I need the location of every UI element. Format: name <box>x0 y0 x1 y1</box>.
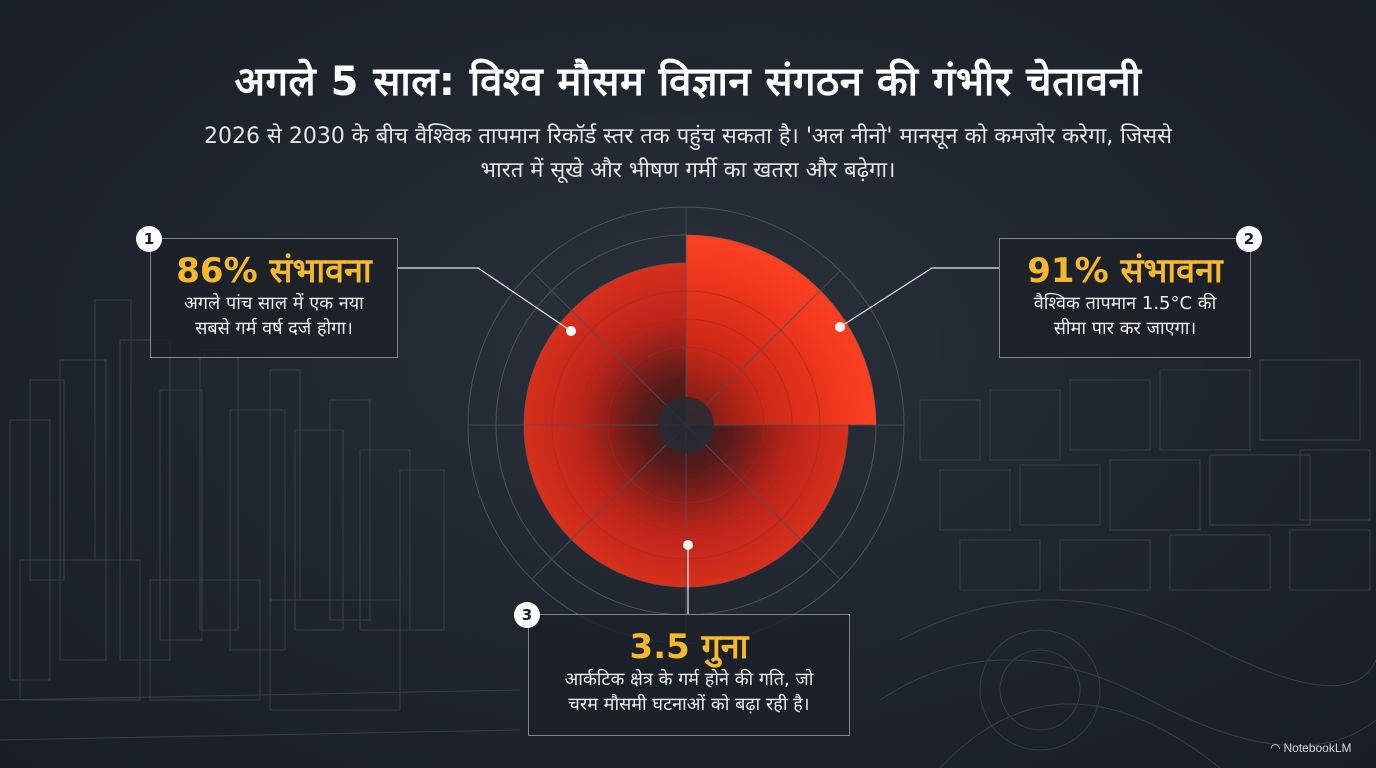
brand-watermark: ◠ NotebookLM <box>1270 741 1352 755</box>
callout-3-desc-line1: आर्कटिक क्षेत्र के गर्म होने की गति, जो <box>564 669 814 690</box>
callout-1-desc-line2: सबसे गर्म वर्ष दर्ज होगा। <box>195 318 353 339</box>
callout-2: 91% संभावना वैश्विक तापमान 1.5°C की सीमा… <box>999 238 1251 358</box>
callout-1-number-badge: 1 <box>136 226 162 252</box>
callout-1-desc-line1: अगले पांच साल में एक नया <box>184 293 364 314</box>
callout-3: 3.5 गुना आर्कटिक क्षेत्र के गर्म होने की… <box>528 614 850 736</box>
callout-3-number-badge: 3 <box>514 602 540 628</box>
radar-graphic <box>467 206 905 644</box>
page-subtitle: 2026 से 2030 के बीच वैश्विक तापमान रिकॉर… <box>203 124 1172 183</box>
page-title: अगले 5 साल: विश्व मौसम विज्ञान संगठन की … <box>234 59 1142 105</box>
callout-2-number-badge: 2 <box>1236 226 1262 252</box>
callout-3-value: 3.5 गुना <box>629 627 749 667</box>
notebooklm-logo-icon: ◠ <box>1270 741 1281 755</box>
callout-1-value: 86% संभावना <box>176 251 372 291</box>
callout-2-desc-line1: वैश्विक तापमान 1.5°C की <box>1033 293 1217 314</box>
callout-3-desc-line2: चरम मौसमी घटनाओं को बढ़ा रही है। <box>568 694 810 715</box>
callout-2-desc-line2: सीमा पार कर जाएगा। <box>1053 318 1197 339</box>
brand-label: NotebookLM <box>1283 741 1352 755</box>
callout-2-value: 91% संभावना <box>1027 251 1223 291</box>
callout-1: 86% संभावना अगले पांच साल में एक नया सबस… <box>150 238 398 358</box>
